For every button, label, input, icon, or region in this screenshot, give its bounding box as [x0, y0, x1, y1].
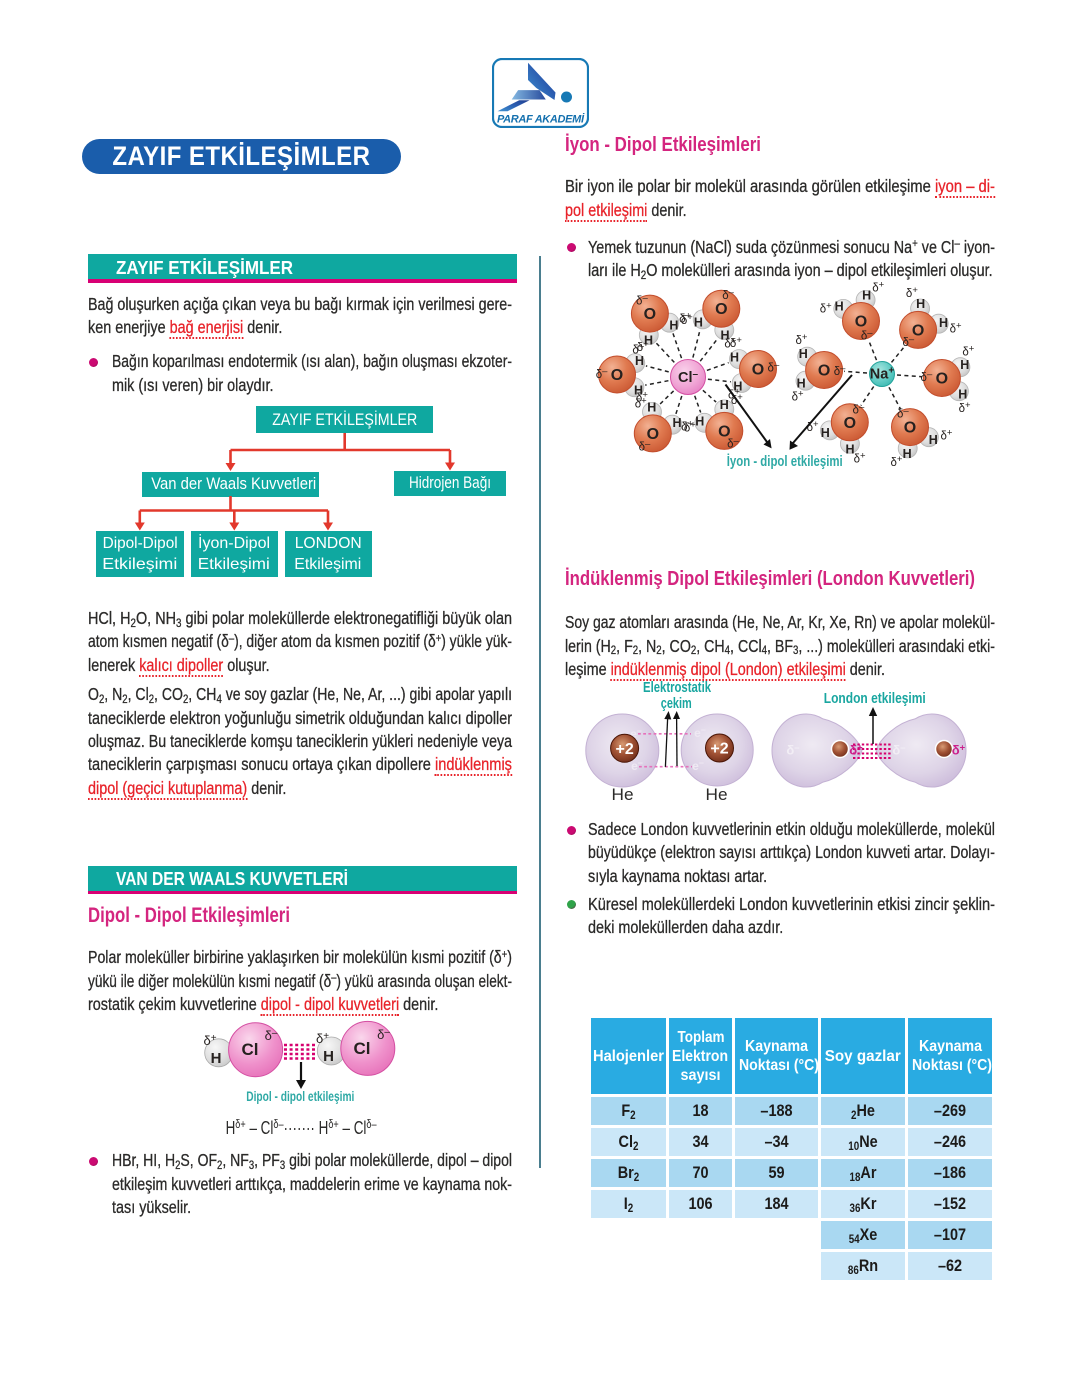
svg-text:H: H	[797, 377, 806, 391]
svg-text:δ+: δ+	[820, 301, 832, 316]
svg-text:H: H	[635, 354, 644, 368]
svg-text:O: O	[855, 314, 867, 331]
svg-text:e–: e–	[694, 725, 706, 741]
svg-text:O: O	[844, 415, 856, 432]
svg-text:δ+: δ+	[959, 400, 971, 415]
svg-text:O: O	[818, 363, 830, 380]
svg-text:δ–: δ–	[768, 359, 780, 374]
svg-text:H: H	[916, 297, 925, 311]
svg-text:δ–: δ–	[834, 363, 846, 378]
svg-text:δ–: δ–	[727, 436, 739, 451]
svg-text:Cl: Cl	[354, 1039, 371, 1058]
svg-text:O: O	[718, 423, 730, 440]
svg-text:e–: e–	[630, 726, 642, 742]
svg-text:e–: e–	[631, 758, 643, 774]
svg-text:PARAF AKADEMİ: PARAF AKADEMİ	[497, 113, 585, 126]
svg-text:H: H	[733, 380, 742, 394]
svg-text:H: H	[720, 398, 729, 412]
svg-text:O: O	[936, 371, 948, 388]
svg-text:δ+: δ+	[849, 743, 863, 758]
svg-text:δ+: δ+	[679, 311, 691, 326]
svg-text:δ+: δ+	[681, 418, 693, 433]
svg-text:H: H	[644, 334, 653, 348]
svg-text:H: H	[730, 350, 739, 364]
svg-text:H: H	[672, 416, 681, 430]
svg-text:Na+: Na+	[870, 366, 895, 383]
svg-text:H: H	[211, 1050, 222, 1067]
svg-text:δ+: δ+	[792, 388, 804, 403]
svg-text:H: H	[669, 318, 678, 332]
svg-text:H: H	[939, 316, 948, 330]
svg-text:O: O	[644, 306, 656, 323]
svg-text:O: O	[752, 362, 764, 379]
svg-text:H: H	[960, 358, 969, 372]
svg-text:δ+: δ+	[854, 450, 866, 465]
svg-text:H: H	[634, 384, 643, 398]
svg-text:H: H	[695, 415, 704, 429]
svg-text:O: O	[912, 322, 924, 339]
svg-text:H: H	[929, 433, 938, 447]
svg-text:H: H	[835, 300, 844, 314]
svg-text:H: H	[821, 426, 830, 440]
svg-text:O: O	[715, 301, 727, 318]
svg-text:H: H	[903, 447, 912, 461]
svg-text:H: H	[958, 388, 967, 402]
svg-text:δ+: δ+	[950, 321, 962, 336]
svg-text:+2: +2	[615, 741, 633, 758]
svg-text:H: H	[845, 442, 854, 456]
svg-text:δ+: δ+	[637, 339, 649, 354]
svg-text:O: O	[904, 420, 916, 437]
svg-text:+2: +2	[710, 741, 728, 758]
svg-text:H: H	[647, 400, 656, 414]
svg-text:H: H	[799, 347, 808, 361]
svg-text:e–: e–	[692, 758, 704, 774]
svg-text:H: H	[720, 328, 729, 342]
svg-text:O: O	[647, 426, 659, 443]
svg-text:H: H	[323, 1048, 334, 1065]
svg-text:δ+: δ+	[796, 332, 808, 347]
svg-text:Cl: Cl	[242, 1040, 259, 1059]
svg-text:δ+: δ+	[962, 343, 974, 358]
svg-text:H: H	[694, 315, 703, 329]
svg-text:δ+: δ+	[872, 280, 884, 295]
svg-text:δ–: δ–	[861, 327, 873, 342]
svg-text:δ+: δ+	[891, 454, 903, 469]
svg-text:H: H	[862, 289, 871, 303]
svg-text:δ+: δ+	[941, 428, 953, 443]
svg-text:O: O	[611, 367, 623, 384]
